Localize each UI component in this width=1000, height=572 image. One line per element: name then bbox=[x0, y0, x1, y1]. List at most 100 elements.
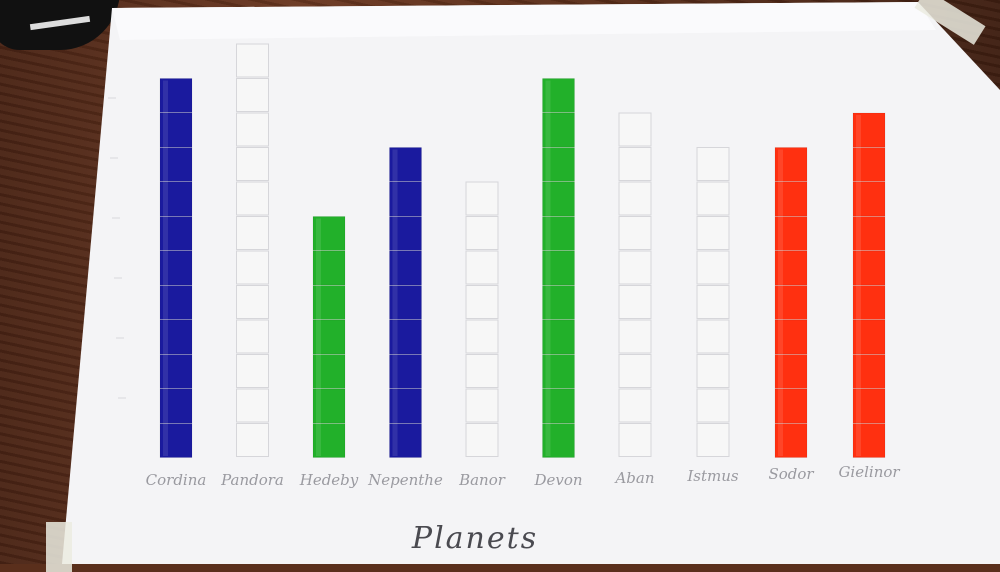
bar-segment bbox=[852, 388, 886, 424]
bar-segment bbox=[312, 423, 346, 458]
y-axis-ticks bbox=[108, 97, 126, 399]
bar-hedeby bbox=[312, 216, 346, 458]
bar-segment bbox=[465, 285, 499, 319]
bar-segment bbox=[312, 319, 346, 355]
bar-segment bbox=[618, 423, 652, 457]
bar-sodor bbox=[774, 147, 808, 458]
bar-segment bbox=[465, 319, 499, 354]
bar-segment bbox=[542, 388, 575, 424]
bar-segment bbox=[618, 319, 652, 354]
bar-segment bbox=[618, 250, 652, 285]
bar-segment bbox=[542, 78, 575, 113]
bar-segment bbox=[159, 319, 193, 355]
bar-segment bbox=[696, 354, 730, 388]
bar-highlight bbox=[163, 80, 168, 456]
category-label: Banor bbox=[458, 471, 506, 489]
bar-segment bbox=[696, 250, 730, 285]
bar-segment bbox=[389, 285, 422, 320]
bar-segment bbox=[312, 285, 346, 320]
bar-highlight bbox=[856, 115, 861, 456]
bar-segment bbox=[618, 147, 652, 181]
bar-segment bbox=[389, 388, 422, 424]
bar-highlight bbox=[545, 80, 551, 456]
category-label: Hedeby bbox=[299, 471, 359, 489]
bar-segment bbox=[465, 181, 499, 216]
bar-segment bbox=[774, 423, 808, 458]
bar-gielinor bbox=[852, 112, 886, 458]
category-label: Pandora bbox=[220, 471, 284, 489]
bar-segment bbox=[465, 423, 499, 457]
bar-segment bbox=[696, 285, 730, 319]
bar-segment bbox=[618, 388, 652, 423]
bar-segment bbox=[618, 216, 652, 250]
bar-segment bbox=[696, 181, 730, 216]
bar-segment bbox=[465, 388, 499, 423]
bar-segment bbox=[852, 147, 886, 182]
bar-highlight bbox=[392, 149, 398, 456]
bar-segment bbox=[236, 43, 269, 78]
bar-segment bbox=[159, 250, 193, 286]
bar-segment bbox=[236, 147, 269, 181]
bar-segment bbox=[236, 423, 269, 457]
bar-segment bbox=[312, 388, 346, 424]
bar-segment bbox=[618, 112, 652, 147]
bar-segment bbox=[312, 250, 346, 286]
bar-segment bbox=[236, 216, 269, 250]
bar-segment bbox=[852, 354, 886, 389]
bar-nepenthe bbox=[389, 147, 422, 458]
bar-segment bbox=[312, 216, 346, 251]
bar-segment bbox=[159, 423, 193, 458]
bar-segment bbox=[852, 423, 886, 458]
bar-segment bbox=[852, 216, 886, 251]
category-label: Aban bbox=[613, 469, 654, 487]
bar-segment bbox=[696, 423, 730, 457]
bar-segment bbox=[159, 181, 193, 217]
bar-segment bbox=[389, 250, 422, 286]
bar-segment bbox=[852, 250, 886, 286]
category-label: Devon bbox=[533, 471, 582, 489]
bar-aban bbox=[618, 112, 652, 457]
category-label: Cordina bbox=[146, 471, 207, 489]
bar-segment bbox=[389, 319, 422, 355]
category-label: Nepenthe bbox=[367, 471, 443, 489]
bar-segment bbox=[389, 216, 422, 251]
bar-segment bbox=[465, 354, 499, 388]
bar-banor bbox=[465, 181, 499, 457]
bar-segment bbox=[696, 147, 730, 181]
bar-pandora bbox=[236, 43, 269, 457]
bar-segment bbox=[236, 112, 269, 147]
bar-cordina bbox=[159, 78, 193, 458]
bar-segment bbox=[542, 112, 575, 148]
bar-segment bbox=[159, 112, 193, 148]
bar-segment bbox=[618, 354, 652, 388]
bar-segment bbox=[236, 388, 269, 423]
bar-segment bbox=[774, 250, 808, 286]
bar-segment bbox=[236, 181, 269, 216]
bar-segment bbox=[236, 285, 269, 319]
bar-segment bbox=[852, 181, 886, 217]
bar-segment bbox=[159, 216, 193, 251]
bar-segment bbox=[542, 250, 575, 286]
bar-segment bbox=[774, 147, 808, 182]
bar-segment bbox=[774, 319, 808, 355]
bar-segment bbox=[852, 319, 886, 355]
bar-segment bbox=[542, 285, 575, 320]
bar-segment bbox=[618, 181, 652, 216]
bar-segment bbox=[852, 112, 886, 148]
category-label: Istmus bbox=[686, 467, 739, 485]
bar-segment bbox=[159, 354, 193, 389]
category-label: Gielinor bbox=[838, 463, 900, 481]
bar-segment bbox=[774, 216, 808, 251]
bar-segment bbox=[542, 354, 575, 389]
bar-segment bbox=[774, 354, 808, 389]
bar-segment bbox=[389, 147, 422, 182]
bar-segment bbox=[465, 250, 499, 285]
bar-segment bbox=[389, 423, 422, 458]
bar-segment bbox=[389, 181, 422, 217]
bar-highlight bbox=[316, 218, 321, 456]
bar-segment bbox=[236, 319, 269, 354]
bar-istmus bbox=[696, 147, 730, 457]
bar-segment bbox=[236, 354, 269, 388]
